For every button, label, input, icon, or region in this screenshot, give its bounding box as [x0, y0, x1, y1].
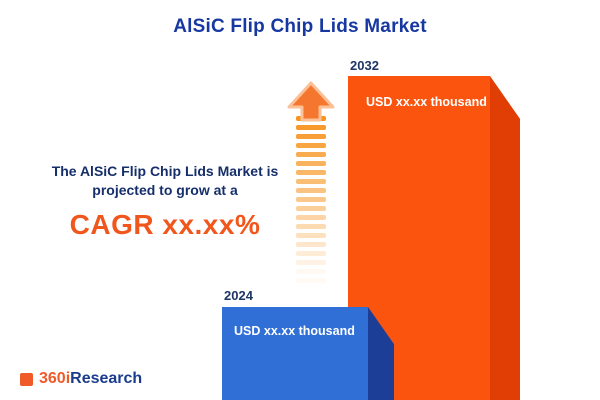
- arrow-stripe: [296, 206, 326, 211]
- tagline-line1: The AlSiC Flip Chip Lids Market is: [51, 163, 279, 179]
- cagr-text: CAGR xx.xx%: [69, 208, 261, 240]
- logo-square-icon: [20, 372, 33, 386]
- arrow-stripe: [296, 242, 326, 247]
- growth-arrow-icon: [286, 80, 336, 290]
- arrow-stripe: [296, 251, 326, 256]
- bar-2024-value-label: USD xx.xx thousand: [234, 324, 355, 338]
- brand-logo: 360iResearch: [20, 370, 142, 388]
- bar-2032-year-label: 2032: [350, 58, 379, 73]
- bar-2032-side: [490, 76, 520, 400]
- logo-prefix: 360i: [39, 370, 71, 387]
- arrow-stripe: [296, 233, 326, 238]
- arrow-stripe: [296, 179, 326, 184]
- arrow-stripe: [296, 269, 326, 274]
- arrow-stripe: [296, 143, 326, 148]
- bar-2032-value-label: USD xx.xx thousand: [366, 95, 487, 109]
- arrow-stripe: [296, 125, 326, 130]
- logo-text: 360iResearch: [39, 370, 142, 388]
- arrow-stripe: [296, 188, 326, 193]
- arrow-stripe: [296, 161, 326, 166]
- arrow-stripe: [296, 224, 326, 229]
- arrow-stripe: [296, 260, 326, 265]
- arrow-shaft: [296, 116, 326, 283]
- arrow-head-icon: [287, 81, 335, 122]
- tagline-line2: projected to grow at a: [92, 181, 238, 198]
- arrow-stripe: [296, 278, 326, 283]
- logo-suffix: Research: [70, 370, 143, 387]
- arrow-stripe: [296, 152, 326, 157]
- bar-2024-year-label: 2024: [224, 288, 253, 303]
- arrow-stripe: [296, 215, 326, 220]
- arrow-stripe: [296, 197, 326, 202]
- bar-2024: [222, 307, 368, 400]
- tagline: The AlSiC Flip Chip Lids Market is proje…: [25, 162, 305, 241]
- arrow-stripe: [296, 170, 326, 175]
- arrow-stripe: [296, 134, 326, 139]
- page-title: AlSiC Flip Chip Lids Market: [173, 16, 427, 37]
